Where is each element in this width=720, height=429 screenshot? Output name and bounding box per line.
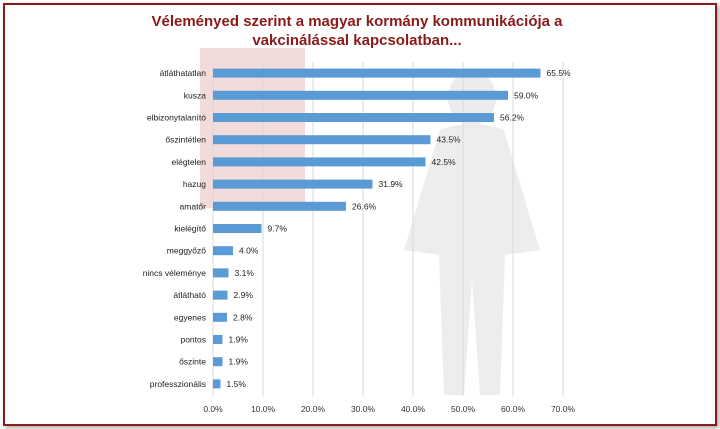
bar bbox=[213, 290, 228, 300]
category-label: átláthatatlan bbox=[160, 68, 207, 78]
value-label: 1.9% bbox=[229, 335, 249, 345]
category-label: őszinte bbox=[179, 357, 206, 367]
bar bbox=[213, 357, 223, 367]
category-label: elbizonytalanító bbox=[147, 113, 206, 123]
value-label: 1.5% bbox=[227, 379, 247, 389]
bar bbox=[213, 312, 227, 322]
chart-title: Véleményed szerint a magyar kormány komm… bbox=[0, 12, 714, 50]
value-label: 26.6% bbox=[352, 201, 377, 211]
bar bbox=[213, 135, 431, 145]
bar bbox=[213, 268, 229, 278]
bar bbox=[213, 113, 494, 122]
background-watermark bbox=[200, 48, 540, 395]
value-label: 2.8% bbox=[233, 312, 253, 322]
x-tick-label: 20.0% bbox=[301, 404, 326, 414]
x-tick-label: 60.0% bbox=[501, 404, 526, 414]
bar bbox=[213, 90, 508, 100]
value-label: 9.7% bbox=[268, 224, 288, 234]
category-label: egyenes bbox=[174, 312, 206, 322]
value-label: 2.9% bbox=[234, 290, 254, 300]
category-label: kusza bbox=[184, 90, 206, 100]
chart-title-line-1: Véleményed szerint a magyar kormány komm… bbox=[151, 13, 563, 30]
x-tick-label: 40.0% bbox=[401, 404, 426, 414]
bar bbox=[213, 179, 373, 189]
value-label: 65.5% bbox=[547, 68, 572, 78]
x-tick-label: 70.0% bbox=[551, 404, 576, 414]
value-label: 4.0% bbox=[239, 246, 259, 256]
bar bbox=[213, 201, 346, 211]
bar bbox=[213, 335, 223, 344]
x-tick-label: 0.0% bbox=[203, 404, 223, 414]
category-label: nincs véleménye bbox=[143, 268, 207, 278]
value-label: 43.5% bbox=[437, 135, 462, 145]
category-label: pontos bbox=[180, 335, 206, 345]
x-tick-label: 10.0% bbox=[251, 404, 276, 414]
category-label: amatőr bbox=[180, 201, 207, 211]
value-label: 42.5% bbox=[432, 157, 457, 167]
x-tick-label: 30.0% bbox=[351, 404, 376, 414]
value-label: 31.9% bbox=[379, 179, 404, 189]
category-label: kielégítő bbox=[174, 224, 206, 234]
category-label: hazug bbox=[183, 179, 206, 189]
bar bbox=[213, 224, 262, 233]
value-label: 56.2% bbox=[500, 113, 525, 123]
category-label: elégtelen bbox=[171, 157, 206, 167]
category-label: őszintétlen bbox=[165, 135, 206, 145]
value-label: 59.0% bbox=[514, 90, 539, 100]
bar bbox=[213, 246, 233, 256]
category-label: átlátható bbox=[173, 290, 206, 300]
category-label: meggyőző bbox=[167, 246, 206, 256]
value-label: 3.1% bbox=[235, 268, 255, 278]
bar bbox=[213, 157, 426, 167]
bar bbox=[213, 68, 541, 78]
chart-title-line-2: vakcinálással kapcsolatban... bbox=[252, 32, 462, 49]
x-tick-label: 50.0% bbox=[451, 404, 476, 414]
category-label: professzionális bbox=[150, 379, 206, 389]
bar bbox=[213, 379, 221, 389]
value-label: 1.9% bbox=[229, 357, 249, 367]
